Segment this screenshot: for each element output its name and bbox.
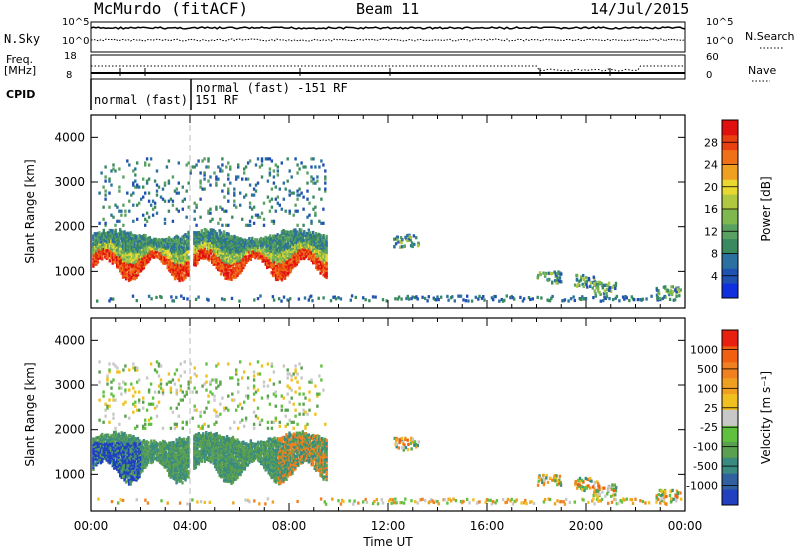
- nave-label: Nave: [748, 64, 777, 77]
- y-tick-label: 4000: [54, 130, 85, 144]
- velocity-colorbar: 1000 500 100 25 -25 -100 -500 -1000 Velocity [m …: [686, 329, 773, 506]
- nave-line: [91, 65, 685, 72]
- time-tick-label: 04:00: [173, 519, 208, 533]
- colorbar-swatch: [722, 330, 738, 347]
- colorbar-tick-label: 12: [704, 225, 718, 238]
- nsearch-tick-bottom: 10^0: [706, 36, 734, 47]
- y-tick-label: 2000: [54, 423, 85, 437]
- colorbar-swatch: [722, 425, 738, 442]
- nave-tick-bottom: 0: [706, 70, 713, 81]
- station-title: McMurdo (fitACF): [94, 0, 249, 18]
- colorbar-label: Power [dB]: [759, 176, 773, 241]
- colorbar-swatch: [722, 393, 738, 410]
- cpid-label: CPID: [6, 88, 36, 101]
- nsky-label: N.Sky: [4, 32, 41, 46]
- y-tick-label: 1000: [54, 264, 85, 278]
- colorbar-tick-label: 4: [711, 270, 718, 283]
- nsky-line: [90, 26, 686, 30]
- freq-tick-bottom: 8: [66, 70, 73, 81]
- colorbar-swatch: [722, 489, 738, 506]
- y-tick-label: 3000: [54, 175, 85, 189]
- nsearch-tick-top: 10^5: [706, 17, 734, 28]
- nsky-tick-top: 10^5: [62, 17, 90, 28]
- colorbar-tick-label: -500: [693, 460, 718, 473]
- colorbar-swatch: [722, 194, 738, 210]
- freq-label-2: [MHz]: [4, 64, 37, 77]
- y-tick-label: 2000: [54, 220, 85, 234]
- colorbar-tick-label: -100: [693, 441, 718, 454]
- velocity-cells: [92, 360, 683, 506]
- y-tick-label: 3000: [54, 378, 85, 392]
- colorbar-swatch: [722, 120, 738, 136]
- status-panel: [90, 21, 784, 110]
- freq-tick-top: 18: [64, 51, 77, 62]
- nsky-tick-bottom: 10^0: [62, 36, 90, 47]
- colorbar-tick-label: 28: [704, 136, 718, 149]
- colorbar-tick-label: -1000: [686, 480, 718, 493]
- colorbar-tick-label: 25: [704, 402, 718, 415]
- colorbar-swatch: [722, 238, 738, 254]
- time-tick-label: 20:00: [569, 519, 604, 533]
- colorbar-swatch: [722, 473, 738, 490]
- y-tick-label: 4000: [54, 333, 85, 347]
- colorbar-swatch: [722, 209, 738, 225]
- colorbar-frame: [721, 329, 739, 506]
- time-tick-label: 12:00: [371, 519, 406, 533]
- colorbar-label: Velocity [m s⁻¹]: [759, 371, 773, 464]
- power-colorbar: 28 24 20 16 12 8 4 Power [dB]: [704, 119, 773, 299]
- time-axis-label: Time UT: [362, 535, 413, 549]
- colorbar-tick-label: 24: [704, 159, 718, 172]
- power-panel: 4000 3000 2000 1000 Slant Range [km]: [23, 114, 686, 309]
- y-axis-label: Slant Range [km]: [23, 362, 37, 466]
- time-tick-label: 08:00: [272, 519, 307, 533]
- colorbar-tick-label: 8: [711, 248, 718, 261]
- velocity-panel: 4000 3000 2000 1000 Slant Range [km]: [23, 317, 686, 512]
- freq-label-1: Freq.: [6, 53, 34, 66]
- time-tick-label: 16:00: [470, 519, 505, 533]
- power-cells: [92, 157, 682, 303]
- time-tick-label: 00:00: [668, 519, 703, 533]
- colorbar-tick-label: 100: [697, 382, 718, 395]
- colorbar-swatch: [722, 377, 738, 395]
- colorbar-tick-label: 500: [697, 363, 718, 376]
- cpid-mode-1: normal (fast) 151 RF: [94, 93, 239, 107]
- y-axis-label: Slant Range [km]: [23, 159, 37, 263]
- colorbar-tick-label: 20: [704, 181, 718, 194]
- colorbar-swatch: [722, 361, 738, 379]
- cpid-mode-2: normal (fast) -151 RF: [196, 81, 348, 95]
- beam-title: Beam 11: [356, 0, 420, 18]
- colorbar-swatch: [722, 345, 738, 363]
- nsearch-line: [90, 38, 686, 42]
- time-axis: 00:00 04:00 08:00 12:00 16:00 20:00 00:00 Time …: [74, 519, 703, 549]
- nsearch-label: N.Search: [745, 30, 795, 43]
- date-title: 14/Jul/2015: [590, 0, 690, 18]
- colorbar-swatch: [722, 441, 738, 458]
- colorbar-tick-label: 1000: [690, 343, 718, 356]
- time-tick-label: 00:00: [74, 519, 109, 533]
- colorbar-tick-label: 16: [704, 203, 718, 216]
- colorbar-swatch: [722, 164, 738, 180]
- nave-tick-top: 60: [706, 52, 719, 63]
- colorbar-swatch: [722, 253, 738, 269]
- colorbar-swatch: [722, 409, 738, 426]
- colorbar-tick-label: -25: [700, 421, 718, 434]
- y-tick-label: 1000: [54, 467, 85, 481]
- colorbar-swatch: [722, 149, 738, 165]
- colorbar-swatch: [722, 457, 738, 474]
- colorbar-swatch: [722, 283, 738, 299]
